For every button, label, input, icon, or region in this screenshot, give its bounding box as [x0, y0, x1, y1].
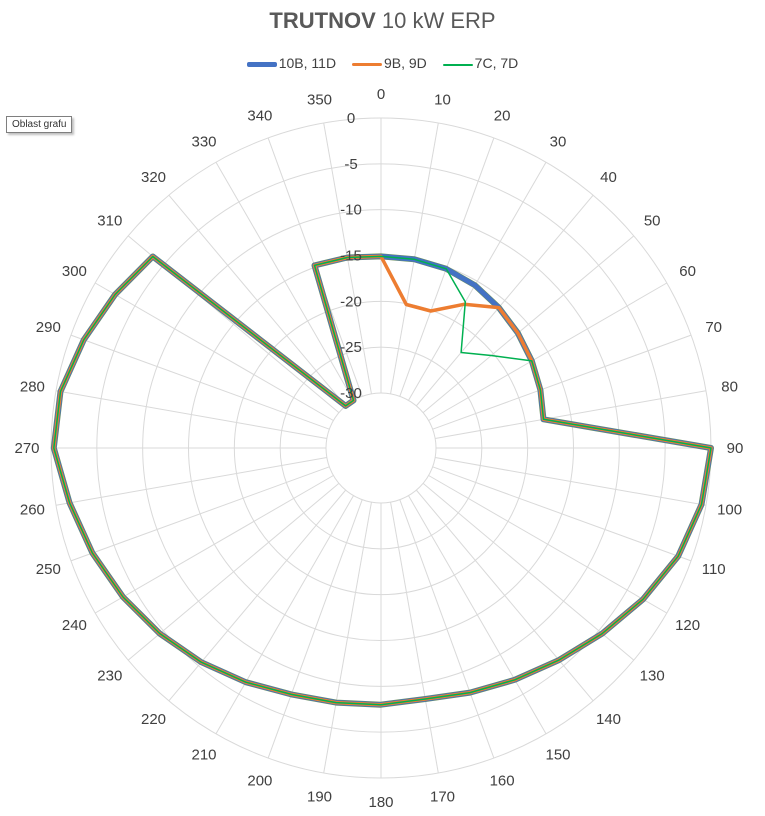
chart-title: TRUTNOV 10 kW ERP: [0, 8, 765, 34]
legend-item[interactable]: 9B, 9D: [351, 55, 427, 72]
legend-label: 10B, 11D: [278, 55, 337, 72]
angle-label: 300: [62, 263, 87, 280]
spoke-line: [415, 489, 594, 702]
spoke-line: [415, 194, 594, 407]
angle-label: 110: [702, 561, 726, 578]
radial-tick-label: -20: [340, 293, 362, 310]
angle-label: 20: [494, 107, 511, 124]
angle-label: 340: [247, 107, 272, 124]
angle-label: 200: [247, 773, 272, 790]
angle-label: 130: [640, 668, 665, 685]
angle-label: 170: [430, 789, 455, 806]
radial-tick-label: -5: [344, 156, 357, 173]
series-outline-shadow: [50, 253, 714, 708]
angle-label: 270: [14, 440, 39, 457]
angle-label: 320: [141, 169, 166, 186]
series-line: [52, 254, 713, 707]
spoke-line: [432, 334, 692, 430]
series-layer: [50, 253, 714, 708]
legend-swatch: [442, 63, 473, 66]
spoke-line: [422, 235, 635, 414]
angle-label: 290: [36, 319, 61, 336]
angle-label: 60: [679, 263, 696, 280]
legend-swatch: [351, 62, 382, 67]
legend: 10B, 11D 9B, 9D 7C, 7D: [0, 54, 765, 71]
chart-title-rest: 10 kW ERP: [375, 8, 496, 33]
series-line: [53, 255, 712, 706]
grid-layer: [50, 117, 712, 779]
spoke-line: [127, 482, 340, 661]
spoke-line: [422, 482, 635, 661]
spoke-line: [215, 495, 354, 735]
angle-label: 40: [600, 169, 617, 186]
angle-label: 160: [490, 773, 515, 790]
spoke-line: [168, 194, 347, 407]
angle-label: 90: [727, 440, 744, 457]
angle-label: 180: [368, 794, 393, 811]
spoke-line: [215, 161, 354, 401]
spoke-line: [435, 457, 707, 506]
angle-label: 100: [717, 502, 742, 519]
spoke-line: [267, 499, 363, 759]
spoke-line: [55, 390, 327, 439]
angle-label: 220: [141, 711, 166, 728]
series-line: [51, 253, 714, 708]
angle-label: 210: [191, 747, 216, 764]
legend-item[interactable]: 7C, 7D: [442, 55, 519, 72]
angle-label: 70: [705, 319, 722, 336]
legend-swatch: [246, 62, 277, 68]
spoke-line: [70, 466, 330, 562]
angle-label: 260: [20, 502, 45, 519]
spoke-line: [432, 466, 692, 562]
spoke-line: [428, 282, 668, 421]
angle-label: 150: [545, 747, 570, 764]
spoke-line: [390, 502, 439, 774]
spoke-line: [168, 489, 347, 702]
radial-tick-label: -25: [340, 339, 362, 356]
radial-tick-label: -30: [340, 385, 362, 402]
angle-label: 80: [721, 379, 738, 396]
angle-label: 250: [36, 561, 61, 578]
radial-tick-label: 0: [347, 110, 355, 127]
angle-label: 280: [20, 379, 45, 396]
angle-label: 230: [97, 668, 122, 685]
legend-item[interactable]: 10B, 11D: [246, 55, 337, 72]
spoke-line: [94, 475, 334, 614]
spoke-line: [428, 475, 668, 614]
spoke-line: [408, 495, 547, 735]
angle-label: 240: [62, 617, 87, 634]
spoke-line: [408, 161, 547, 401]
chart-area-tooltip: Oblast grafu: [6, 116, 73, 133]
angle-label: 330: [191, 133, 216, 150]
angle-label: 10: [434, 91, 451, 108]
legend-label: 9B, 9D: [383, 55, 427, 72]
label-layer: 0 10 20 30 40 50 60 70 80 90 100 110 120 130 140 150 160…: [14, 86, 743, 811]
angle-label: 190: [307, 789, 332, 806]
angle-label: 140: [596, 711, 621, 728]
radial-tick-label: -10: [340, 202, 362, 219]
spoke-line: [323, 502, 372, 774]
angle-label: 50: [644, 213, 661, 230]
angle-label: 0: [377, 86, 385, 103]
angle-label: 350: [307, 91, 332, 108]
spoke-line: [70, 334, 330, 430]
angle-label: 30: [550, 133, 567, 150]
gridline-ring: [325, 392, 437, 504]
spoke-line: [435, 390, 707, 439]
spoke-line: [55, 457, 327, 506]
chart-title-bold: TRUTNOV: [269, 8, 376, 33]
angle-label: 120: [675, 617, 700, 634]
angle-label: 310: [97, 213, 122, 230]
spoke-line: [94, 282, 334, 421]
radial-tick-label: -15: [340, 248, 362, 265]
spoke-line: [399, 499, 495, 759]
legend-label: 7C, 7D: [474, 55, 519, 72]
